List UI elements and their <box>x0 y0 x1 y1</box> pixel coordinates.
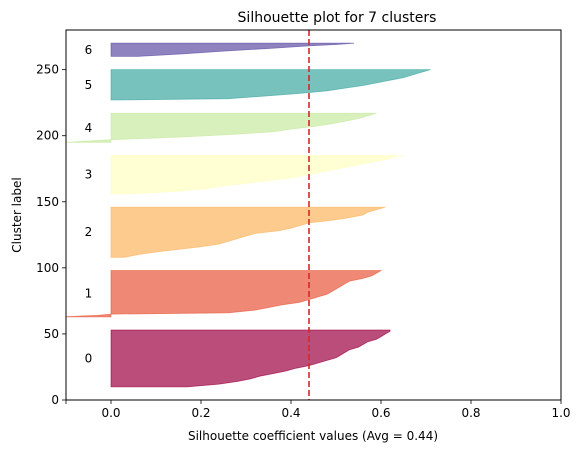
cluster-6-silhouette <box>110 42 355 57</box>
cluster-label-3: 3 <box>85 168 93 182</box>
x-tick-label: 0.4 <box>281 406 300 420</box>
y-axis: 0 50 100 150 200 250 <box>36 63 66 407</box>
cluster-4-silhouette <box>66 112 377 143</box>
y-tick-label: 0 <box>51 393 59 407</box>
y-tick-label: 50 <box>44 327 59 341</box>
chart-title: Silhouette plot for 7 clusters <box>238 10 437 26</box>
cluster-label-5: 5 <box>85 78 93 92</box>
y-tick-label: 200 <box>36 129 59 143</box>
cluster-label-6: 6 <box>85 43 93 57</box>
y-tick-label: 100 <box>36 261 59 275</box>
cluster-label-2: 2 <box>85 225 93 239</box>
cluster-label-0: 0 <box>85 351 93 365</box>
cluster-3-silhouette <box>110 155 404 195</box>
plot-frame <box>65 29 562 401</box>
x-axis-title: Silhouette coefficient values (Avg = 0.4… <box>188 429 438 443</box>
cluster-5-silhouette <box>110 69 431 101</box>
plot-area <box>66 30 431 400</box>
x-axis: 0.0 0.2 0.4 0.6 0.8 1.0 <box>65 400 571 420</box>
y-tick-label: 250 <box>36 63 59 77</box>
cluster-label-1: 1 <box>85 287 93 301</box>
y-tick-label: 150 <box>36 195 59 209</box>
x-tick-label: 0.6 <box>371 406 390 420</box>
x-tick-label: 1.0 <box>551 406 570 420</box>
cluster-0-silhouette <box>110 329 391 388</box>
x-tick-label: 0.2 <box>191 406 210 420</box>
x-tick-label: 0.8 <box>461 406 480 420</box>
x-tick-label: 0.0 <box>101 406 120 420</box>
cluster-2-silhouette <box>110 206 386 258</box>
y-axis-title: Cluster label <box>10 177 24 252</box>
cluster-1-silhouette <box>66 270 383 318</box>
cluster-label-4: 4 <box>85 121 93 135</box>
